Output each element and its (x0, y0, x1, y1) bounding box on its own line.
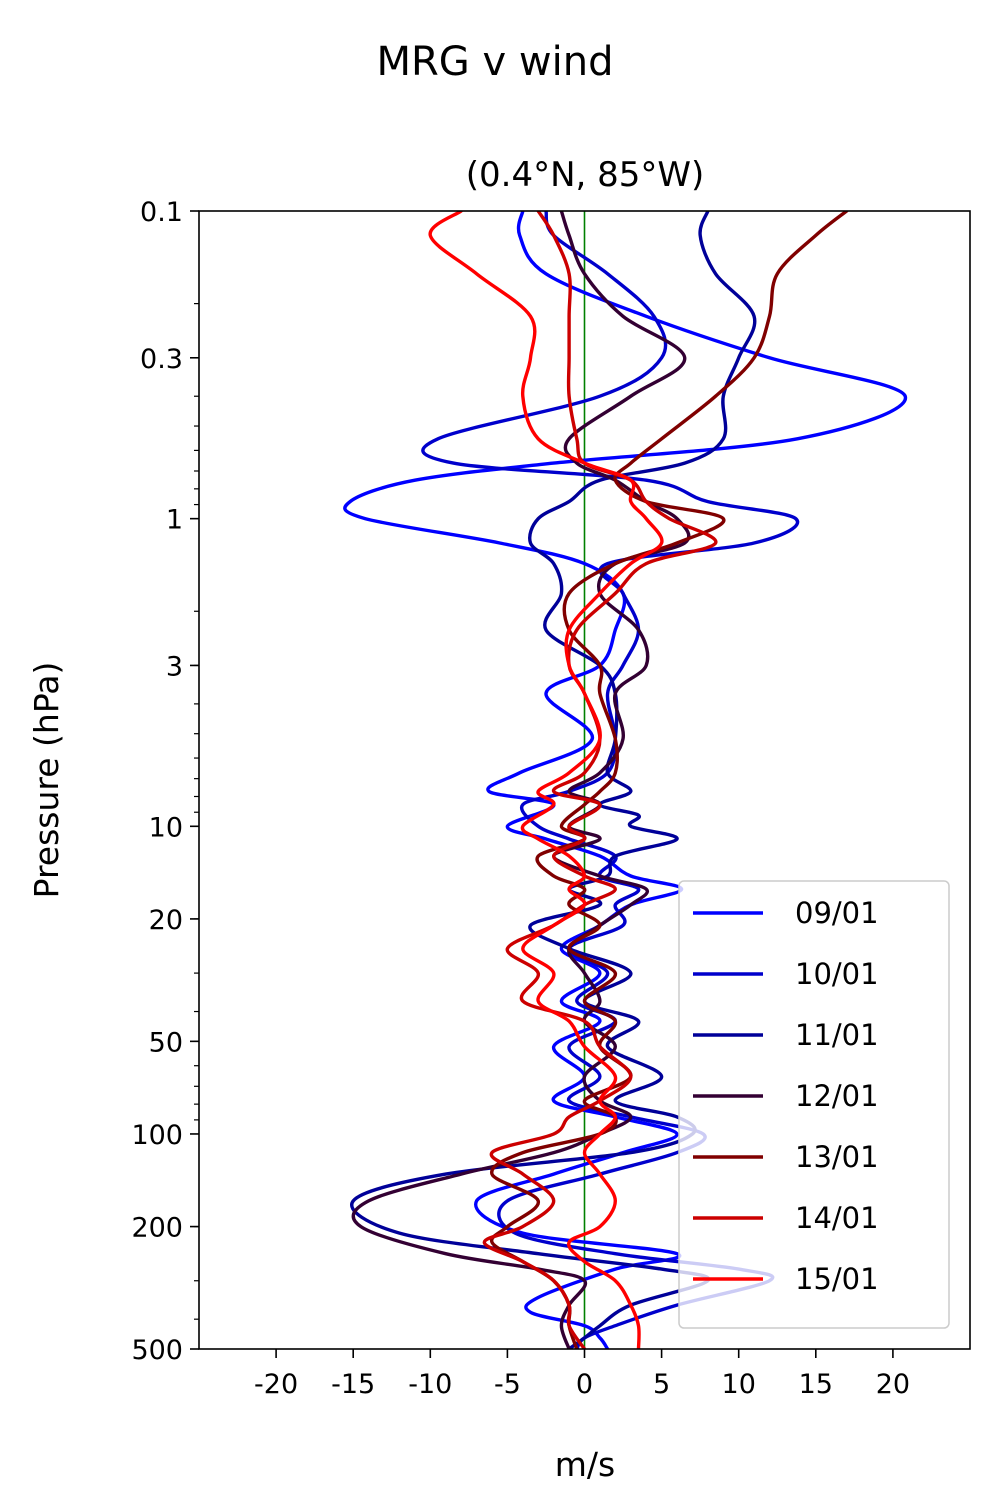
y-tick-label: 0.3 (140, 344, 183, 375)
legend-box (678, 880, 950, 1329)
x-tick-label: 20 (876, 1369, 910, 1400)
y-tick-label: 200 (131, 1213, 183, 1244)
x-tick-label: 0 (576, 1369, 593, 1400)
x-tick-label: 15 (799, 1369, 833, 1400)
y-tick-label: 50 (149, 1027, 183, 1058)
x-tick-label: -15 (331, 1369, 375, 1400)
y-tick-label: 500 (131, 1335, 183, 1366)
legend-label: 10/01 (795, 957, 879, 991)
series-line-09/01 (343, 211, 907, 1349)
legend: 09/01 10/01 11/01 12/01 13/01 14/01 15/01 (678, 880, 950, 1329)
x-tick-label: -10 (408, 1369, 452, 1400)
y-tick-label: 100 (131, 1120, 183, 1151)
x-tick-label: -5 (494, 1369, 521, 1400)
series-line-15/01 (428, 211, 664, 1349)
x-tick-label: 10 (722, 1369, 756, 1400)
chart-subtitle: (0.4°N, 85°W) (466, 155, 705, 195)
chart-title: MRG v wind (377, 39, 614, 85)
x-axis-label: m/s (555, 1445, 615, 1484)
y-tick-label: 10 (149, 812, 183, 843)
legend-label: 14/01 (795, 1201, 879, 1235)
y-tick-label: 0.1 (140, 197, 183, 228)
y-axis-label: Pressure (hPa) (27, 662, 66, 899)
x-tick-label: 5 (653, 1369, 670, 1400)
y-tick-label: 20 (149, 905, 183, 936)
y-tick-label: 3 (166, 651, 183, 682)
y-tick-label: 1 (166, 505, 183, 536)
legend-label: 15/01 (795, 1262, 879, 1296)
legend-label: 12/01 (795, 1079, 879, 1113)
legend-label: 09/01 (795, 896, 879, 930)
legend-label: 13/01 (795, 1140, 879, 1174)
legend-label: 11/01 (795, 1018, 879, 1052)
x-tick-label: -20 (254, 1369, 298, 1400)
